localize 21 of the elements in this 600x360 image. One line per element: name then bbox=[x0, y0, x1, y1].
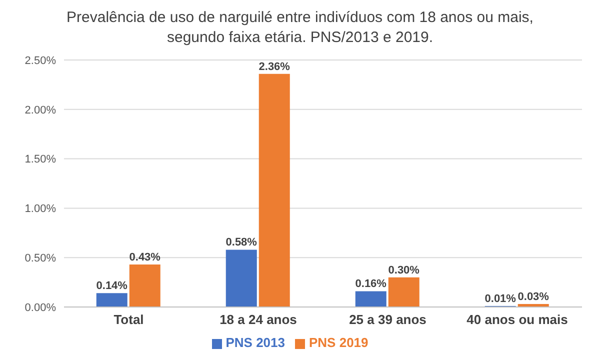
data-label: 0.01% bbox=[484, 293, 516, 306]
y-tick-label: 2.50% bbox=[24, 54, 56, 67]
data-label: 0.30% bbox=[388, 264, 420, 276]
chart-title: Prevalência de uso de narguilé entre indivíduos com 18 anos ou mais, segundo faixa etária. PNS/2013 e 2019. bbox=[66, 8, 534, 48]
x-tick-label: Total bbox=[114, 312, 144, 328]
data-label: 0.16% bbox=[355, 278, 387, 290]
data-label: 0.58% bbox=[226, 236, 258, 249]
y-tick-label: 0.50% bbox=[24, 252, 56, 265]
legend-label: PNS 2013 bbox=[226, 335, 285, 350]
y-tick-label: 0.00% bbox=[24, 302, 56, 314]
x-tick-label: 40 anos ou mais bbox=[466, 312, 568, 328]
data-label: 0.14% bbox=[96, 280, 128, 292]
data-label: 2.36% bbox=[258, 60, 290, 73]
legend-label: PNS 2019 bbox=[309, 335, 368, 350]
y-tick-label: 2.00% bbox=[24, 104, 56, 116]
data-label: 0.03% bbox=[518, 291, 550, 304]
y-tick-label: 1.00% bbox=[24, 203, 56, 216]
x-tick-label: 18 a 24 anos bbox=[220, 312, 297, 328]
x-tick-label: 25 a 39 anos bbox=[349, 312, 426, 328]
y-tick-label: 1.50% bbox=[24, 154, 56, 166]
data-label: 0.43% bbox=[129, 252, 161, 264]
